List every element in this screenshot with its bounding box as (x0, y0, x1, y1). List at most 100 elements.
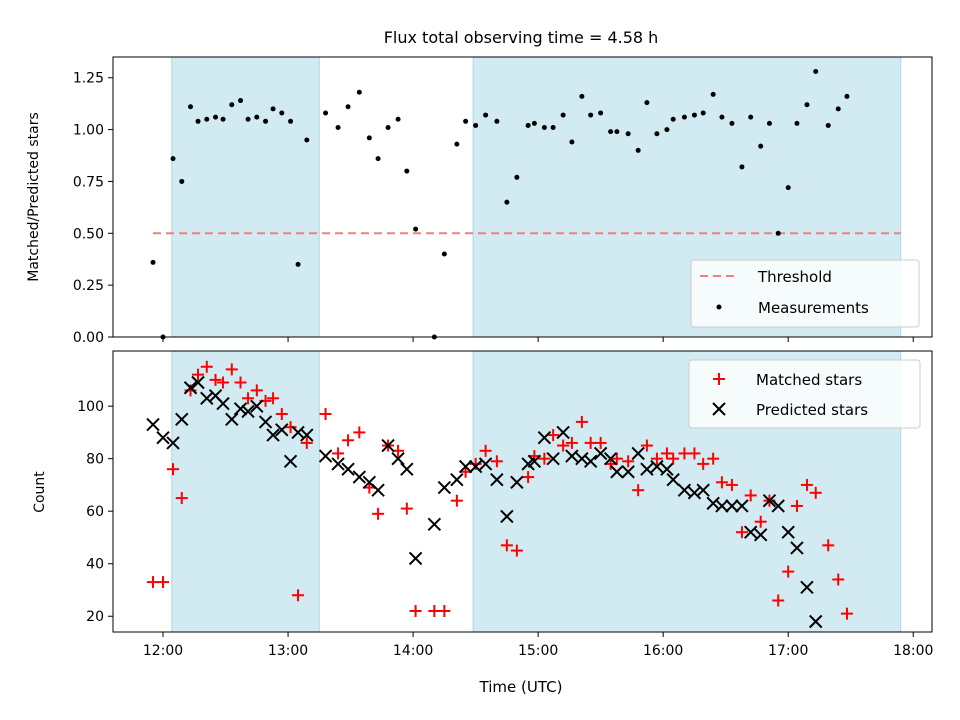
matched-star-marker (200, 360, 213, 373)
matched-star-marker (575, 415, 588, 428)
predicted-star-marker (437, 480, 452, 495)
matched-star-marker (678, 447, 691, 460)
measurement-point (263, 118, 269, 124)
x-tick-label: 13:00 (268, 643, 308, 659)
x-tick-label: 14:00 (393, 643, 433, 659)
legend-measurements-swatch (716, 304, 722, 310)
measurement-point (504, 199, 510, 205)
measurement-point (366, 135, 372, 141)
y-tick-label: 20 (86, 609, 104, 625)
measurement-point (385, 125, 391, 131)
measurement-point (483, 112, 489, 118)
measurement-point (579, 93, 585, 99)
top-panel: 0.00 0.25 0.50 0.75 1.00 1.25 Matched/Predict… (26, 56, 933, 346)
matched-star-marker (217, 376, 230, 389)
predicted-star-marker (771, 499, 785, 513)
bottom-y-axis-label: Count (32, 471, 48, 513)
measurement-point (729, 120, 735, 126)
matched-star-marker (275, 408, 288, 421)
predicted-star-marker (352, 470, 367, 484)
matched-star-marker (809, 486, 822, 499)
measurement-point (514, 174, 520, 180)
measurement-point (188, 104, 194, 110)
measurement-point (375, 156, 381, 162)
measurement-point (494, 118, 500, 124)
predicted-star-marker (650, 459, 664, 474)
x-tick-label: 12:00 (143, 643, 183, 659)
x-tick-label: 17:00 (768, 643, 808, 659)
legend-threshold-label: Threshold (757, 268, 832, 286)
measurement-point (454, 141, 460, 147)
measurement-point (204, 116, 210, 122)
matched-star-marker (234, 376, 247, 389)
y-tick-label: 1.00 (73, 123, 104, 139)
predicted-star-marker (537, 430, 552, 445)
legend-measurements-label: Measurements (758, 299, 869, 317)
predicted-star-marker (603, 451, 618, 466)
predicted-star-marker (725, 499, 739, 513)
matched-star-marker (167, 463, 180, 476)
matched-star-marker (610, 452, 623, 465)
y-tick-label: 100 (77, 399, 104, 415)
measurement-point (670, 116, 676, 122)
matched-star-marker (697, 457, 710, 470)
matched-star-marker (479, 444, 492, 457)
measurement-point (463, 118, 469, 124)
measurement-point (254, 114, 260, 120)
predicted-star-marker (258, 415, 273, 429)
y-tick-label: 0.00 (73, 330, 104, 346)
measurement-point (404, 168, 410, 174)
matched-star-marker (438, 604, 451, 617)
measurement-point (220, 116, 226, 122)
measurement-point (654, 131, 660, 137)
matched-star-marker (292, 589, 305, 602)
measurement-point (775, 230, 781, 236)
measurement-point (238, 98, 244, 104)
measurement-point (785, 185, 791, 191)
matched-star-marker (754, 515, 767, 528)
bottom-legend-box (688, 359, 921, 429)
predicted-star-marker (318, 449, 333, 463)
predicted-star-marker (631, 446, 645, 461)
predicted-star-marker (565, 449, 579, 463)
matched-star-marker (632, 484, 645, 497)
predicted-star-marker (427, 517, 442, 532)
predicted-star-marker (546, 451, 560, 466)
predicted-star-marker (800, 580, 814, 595)
predicted-star-marker (331, 457, 345, 471)
measurement-point (531, 120, 537, 126)
measurement-point (304, 137, 310, 143)
matched-star-marker (790, 499, 803, 512)
measurement-point (356, 89, 362, 95)
top-shaded-regions (171, 57, 902, 337)
matched-star-marker (319, 408, 332, 421)
measurement-point (150, 259, 156, 265)
matched-star-marker (192, 368, 205, 381)
matched-star-marker (800, 478, 813, 491)
predicted-star-marker (753, 528, 768, 542)
predicted-star-marker (183, 381, 198, 395)
top-plot-frame (112, 56, 933, 338)
predicted-star-marker (200, 391, 214, 405)
matched-star-marker (688, 447, 701, 460)
measurement-point (700, 110, 706, 116)
measurement-point (835, 106, 841, 112)
predicted-star-marker (583, 454, 598, 469)
predicted-star-marker (283, 454, 298, 469)
measurement-point (441, 251, 447, 257)
predicted-star-marker (458, 459, 473, 474)
matched-star-marker (640, 439, 653, 452)
y-tick-label: 0.25 (73, 278, 104, 294)
matched-star-marker (557, 439, 570, 452)
matched-star-marker (667, 452, 680, 465)
matched-star-marker (832, 573, 845, 586)
predicted-star-marker (696, 483, 710, 497)
predicted-star-marker (575, 451, 589, 466)
predicted-star-markers (146, 375, 823, 629)
predicted-star-marker (275, 423, 289, 437)
measurement-point (525, 122, 531, 128)
measurement-point (229, 102, 235, 108)
matched-star-marker (510, 544, 523, 557)
measurement-point (560, 112, 566, 118)
matched-star-marker (300, 436, 313, 449)
